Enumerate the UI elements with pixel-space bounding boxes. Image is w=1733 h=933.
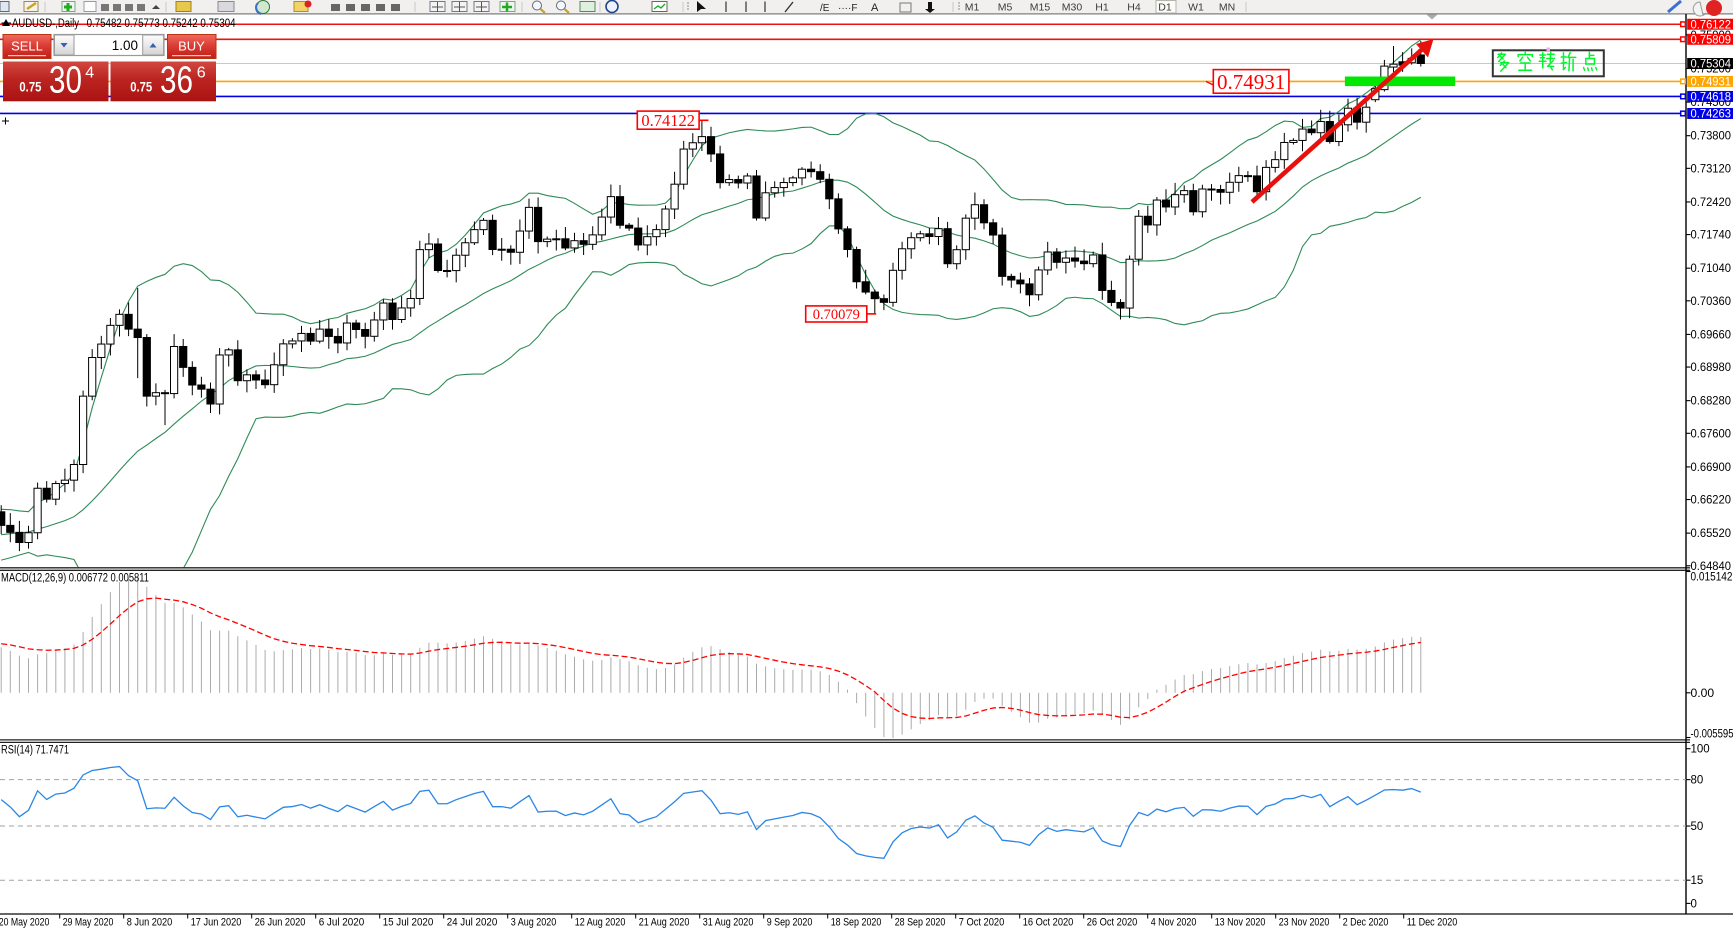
svg-text:0.68980: 0.68980: [1691, 362, 1732, 374]
svg-text:30: 30: [49, 59, 82, 101]
svg-text:MACD(12,26,9) 0.006772 0.00581: MACD(12,26,9) 0.006772 0.005811: [1, 573, 149, 585]
svg-text:20 May 2020: 20 May 2020: [0, 917, 49, 929]
svg-text:29 May 2020: 29 May 2020: [63, 917, 114, 929]
svg-text:0.75809: 0.75809: [1691, 34, 1732, 46]
svg-text:15: 15: [1691, 875, 1704, 887]
svg-text:0.75: 0.75: [19, 80, 41, 95]
svg-text:SELL: SELL: [11, 39, 43, 54]
svg-text:0.67600: 0.67600: [1691, 428, 1732, 440]
svg-text:M15: M15: [1030, 2, 1051, 14]
svg-text:0.75482 0.75773 0.75242 0.7530: 0.75482 0.75773 0.75242 0.75304: [87, 18, 237, 30]
svg-text:4: 4: [85, 65, 94, 82]
svg-text:11 Dec 2020: 11 Dec 2020: [1407, 917, 1458, 929]
svg-text:0.75: 0.75: [130, 80, 152, 95]
svg-text:0.64840: 0.64840: [1691, 561, 1732, 573]
svg-text:26 Jun 2020: 26 Jun 2020: [255, 917, 306, 929]
svg-text:0.72420: 0.72420: [1691, 197, 1732, 209]
svg-text:17 Jun 2020: 17 Jun 2020: [191, 917, 242, 929]
svg-text:BUY: BUY: [178, 39, 205, 54]
svg-text:0.70360: 0.70360: [1691, 296, 1732, 308]
svg-text:18 Sep 2020: 18 Sep 2020: [831, 917, 882, 929]
svg-text:0.66900: 0.66900: [1691, 462, 1732, 474]
svg-text:0.71740: 0.71740: [1691, 230, 1732, 242]
svg-text:2 Dec 2020: 2 Dec 2020: [1343, 917, 1389, 929]
svg-text:-0.005595: -0.005595: [1691, 729, 1733, 741]
svg-text:23 Nov 2020: 23 Nov 2020: [1279, 917, 1330, 929]
svg-text:A: A: [871, 2, 879, 14]
svg-text:15 Jul 2020: 15 Jul 2020: [383, 917, 434, 929]
svg-text:28 Sep 2020: 28 Sep 2020: [895, 917, 946, 929]
svg-text:0.74122: 0.74122: [641, 111, 695, 130]
svg-text:0.74931: 0.74931: [1217, 70, 1285, 94]
svg-text:0: 0: [1691, 898, 1697, 910]
svg-text:36: 36: [160, 59, 193, 101]
svg-text:12 Aug 2020: 12 Aug 2020: [575, 917, 626, 929]
svg-text:16 Oct 2020: 16 Oct 2020: [1023, 917, 1074, 929]
svg-text:0.73800: 0.73800: [1691, 131, 1732, 143]
svg-text:RSI(14) 71.7471: RSI(14) 71.7471: [1, 745, 69, 757]
svg-text:····F: ····F: [838, 3, 857, 14]
svg-text:0.74931: 0.74931: [1691, 77, 1732, 89]
svg-text:0.71040: 0.71040: [1691, 263, 1732, 275]
svg-text:8 Jun 2020: 8 Jun 2020: [127, 917, 173, 929]
svg-text:9 Sep 2020: 9 Sep 2020: [767, 917, 813, 929]
svg-text:3 Aug 2020: 3 Aug 2020: [511, 917, 557, 929]
svg-text:80: 80: [1691, 775, 1704, 787]
svg-text:0.66220: 0.66220: [1691, 495, 1732, 507]
svg-text:/E: /E: [820, 3, 830, 14]
svg-text:0.69660: 0.69660: [1691, 329, 1732, 341]
svg-text:H1: H1: [1095, 2, 1109, 14]
svg-text:0.74618: 0.74618: [1691, 92, 1732, 104]
svg-text:4 Nov 2020: 4 Nov 2020: [1151, 917, 1197, 929]
svg-text:M5: M5: [998, 2, 1013, 14]
svg-text:31 Aug 2020: 31 Aug 2020: [703, 917, 754, 929]
svg-text:H4: H4: [1127, 2, 1141, 14]
svg-text:0.74263: 0.74263: [1691, 109, 1732, 121]
svg-text:M1: M1: [965, 2, 980, 14]
svg-text:AUDUSD-,Daily: AUDUSD-,Daily: [12, 18, 79, 30]
svg-text:0.75304: 0.75304: [1691, 59, 1732, 71]
svg-text:W1: W1: [1188, 2, 1204, 14]
svg-text:D1: D1: [1158, 2, 1172, 14]
svg-text:0.68280: 0.68280: [1691, 396, 1732, 408]
svg-text:0.00: 0.00: [1691, 688, 1715, 700]
svg-text:50: 50: [1691, 821, 1704, 833]
svg-text:7 Oct 2020: 7 Oct 2020: [959, 917, 1005, 929]
svg-text:13 Nov 2020: 13 Nov 2020: [1215, 917, 1266, 929]
svg-text:6: 6: [197, 65, 206, 82]
svg-text:M30: M30: [1062, 2, 1083, 14]
svg-text:0.73120: 0.73120: [1691, 163, 1732, 175]
svg-text:24 Jul 2020: 24 Jul 2020: [447, 917, 498, 929]
svg-text:0.015142: 0.015142: [1691, 572, 1733, 584]
svg-text:6 Jul 2020: 6 Jul 2020: [319, 917, 365, 929]
svg-text:0.70079: 0.70079: [813, 307, 860, 323]
svg-text:21 Aug 2020: 21 Aug 2020: [639, 917, 690, 929]
svg-text:0.76122: 0.76122: [1691, 19, 1732, 31]
svg-text:MN: MN: [1219, 2, 1235, 14]
svg-text:100: 100: [1691, 744, 1710, 756]
svg-text:1.00: 1.00: [112, 38, 138, 53]
svg-text:26 Oct 2020: 26 Oct 2020: [1087, 917, 1138, 929]
svg-text:0.65520: 0.65520: [1691, 528, 1732, 540]
